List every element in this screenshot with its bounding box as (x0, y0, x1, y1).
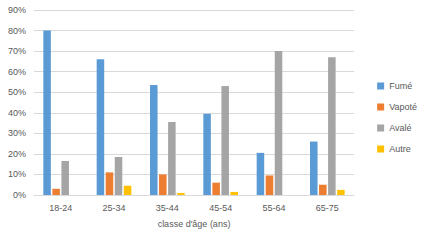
svg-text:70%: 70% (8, 46, 26, 56)
svg-text:Autre: Autre (389, 144, 411, 154)
svg-text:55-64: 55-64 (262, 203, 285, 213)
svg-text:40%: 40% (8, 108, 26, 118)
svg-text:65-75: 65-75 (316, 203, 339, 213)
svg-text:Fumé: Fumé (389, 81, 412, 91)
svg-text:Avalé: Avalé (389, 123, 411, 133)
svg-text:80%: 80% (8, 26, 26, 36)
svg-text:Vapoté: Vapoté (389, 102, 417, 112)
svg-text:60%: 60% (8, 67, 26, 77)
svg-text:20%: 20% (8, 149, 26, 159)
svg-text:35-44: 35-44 (156, 203, 179, 213)
svg-text:90%: 90% (8, 5, 26, 15)
svg-text:30%: 30% (8, 128, 26, 138)
svg-text:0%: 0% (13, 190, 26, 200)
svg-text:classe d'âge (ans): classe d'âge (ans) (158, 219, 231, 229)
svg-text:18-24: 18-24 (49, 203, 72, 213)
svg-text:25-34: 25-34 (102, 203, 125, 213)
svg-text:50%: 50% (8, 87, 26, 97)
svg-text:45-54: 45-54 (209, 203, 232, 213)
svg-text:10%: 10% (8, 169, 26, 179)
